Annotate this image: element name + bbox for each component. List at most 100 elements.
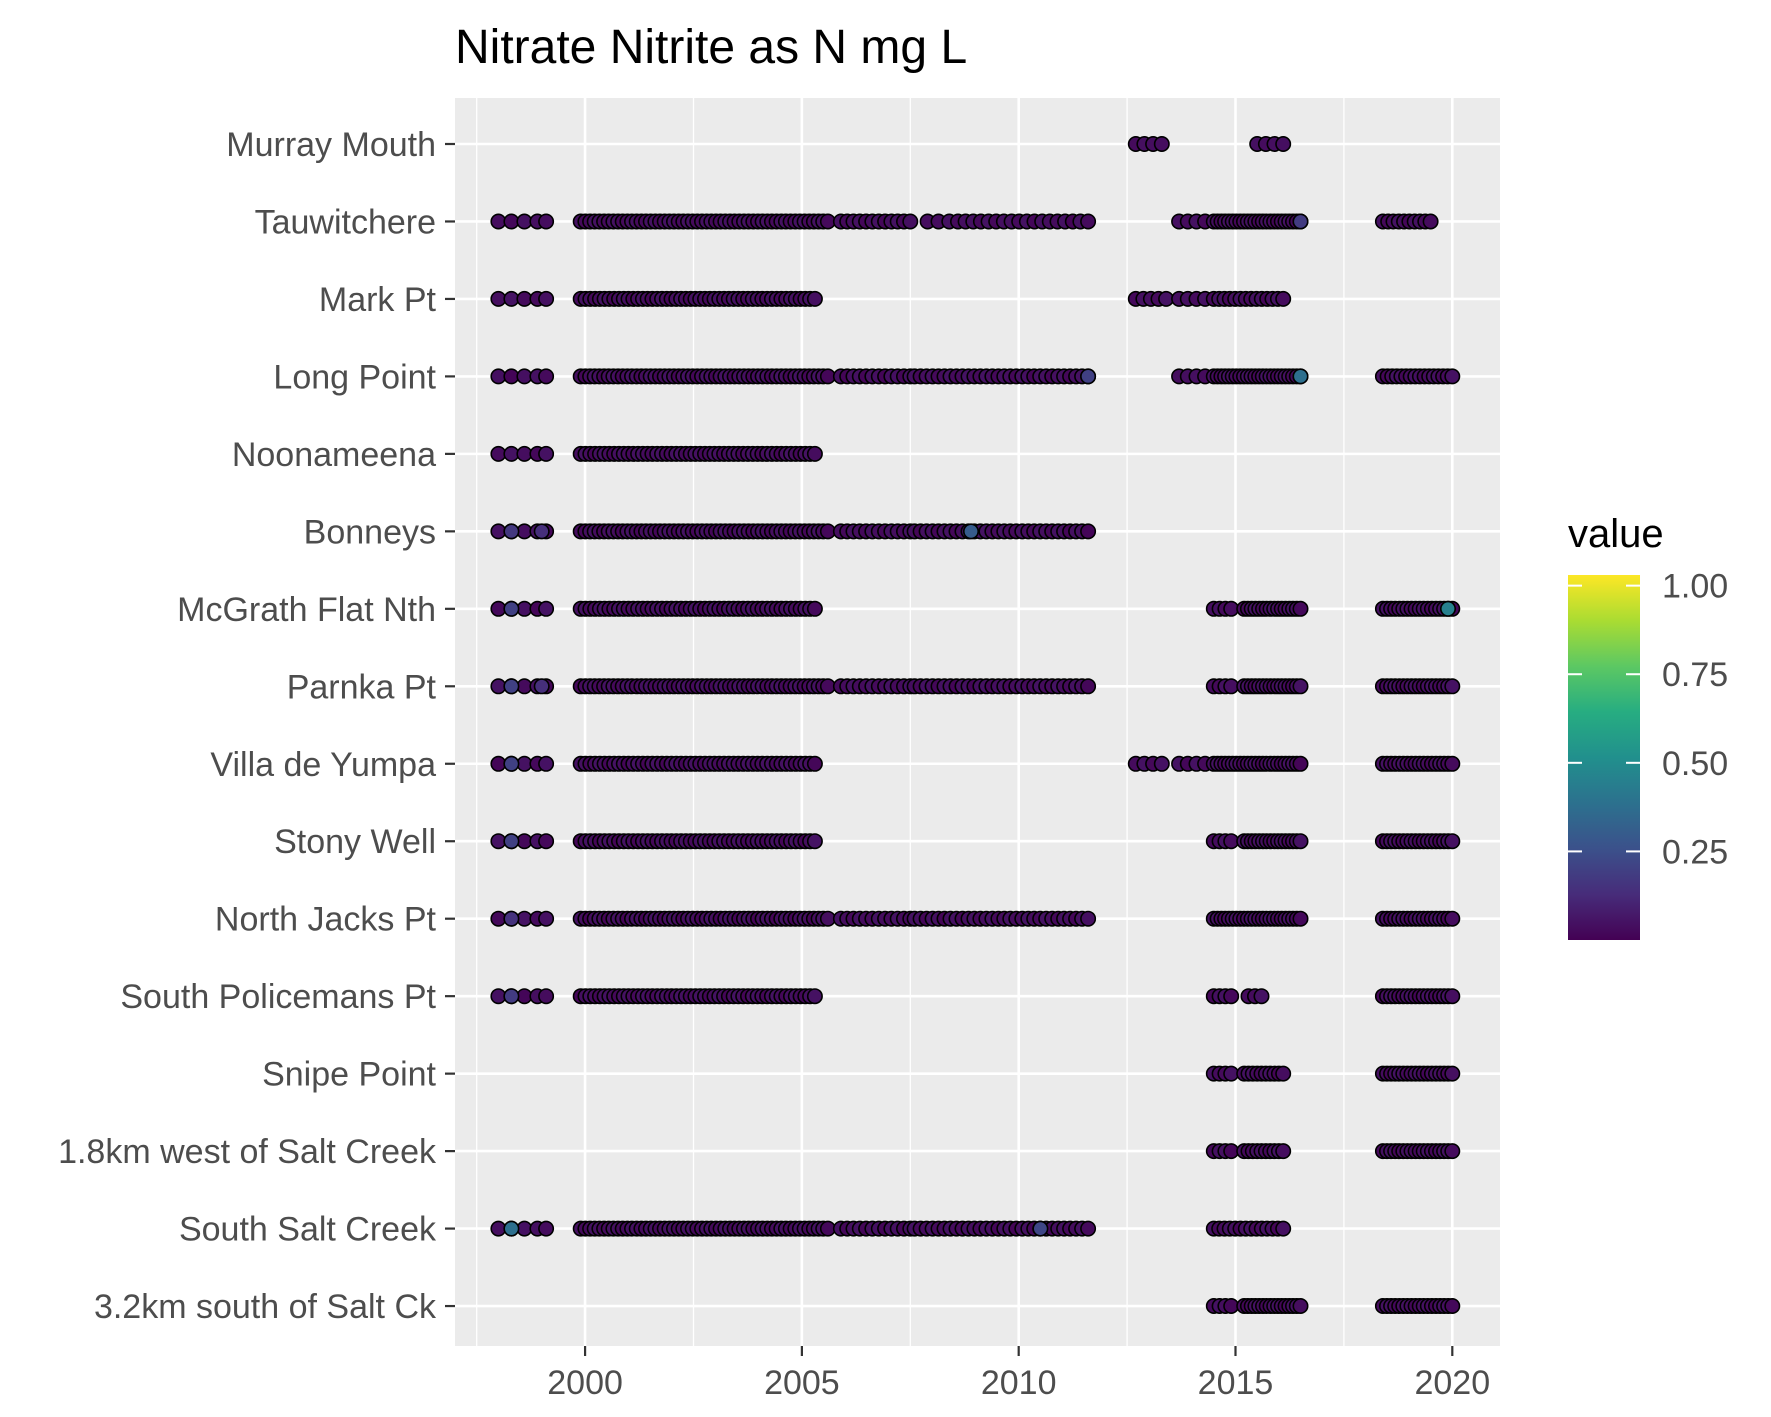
data-point	[1422, 213, 1439, 230]
y-tick-label: Bonneys	[304, 513, 436, 551]
data-point	[1292, 910, 1309, 927]
data-point	[533, 523, 550, 540]
y-tick-label: Parnka Pt	[287, 668, 437, 706]
data-point	[503, 833, 520, 850]
data-point	[1292, 678, 1309, 695]
data-point	[806, 755, 823, 772]
y-tick-label: McGrath Flat Nth	[177, 591, 436, 629]
data-point	[962, 523, 979, 540]
y-tick-label: North Jacks Pt	[215, 901, 437, 939]
legend-tick-label: 0.25	[1662, 833, 1728, 871]
data-point	[806, 290, 823, 307]
y-tick-label: South Policemans Pt	[120, 978, 436, 1016]
x-tick-label: 2005	[764, 1364, 840, 1402]
data-point	[1444, 1143, 1461, 1160]
x-tick-label: 2000	[547, 1364, 623, 1402]
data-point	[538, 290, 555, 307]
data-point	[1292, 600, 1309, 617]
y-tick-label: Stony Well	[274, 823, 436, 861]
legend-title: value	[1568, 512, 1664, 556]
data-point	[1253, 988, 1270, 1005]
data-point	[1275, 290, 1292, 307]
data-point	[1275, 1143, 1292, 1160]
x-axis-labels: 2000 2005 2010 2015 2020	[547, 1346, 1490, 1402]
data-point	[1292, 755, 1309, 772]
y-tick-label: Mark Pt	[319, 281, 437, 319]
data-point	[806, 833, 823, 850]
data-point	[1275, 136, 1292, 153]
y-tick-label: 1.8km west of Salt Creek	[58, 1133, 437, 1171]
x-tick-label: 2015	[1198, 1364, 1274, 1402]
data-point	[1153, 136, 1170, 153]
data-point	[538, 368, 555, 385]
legend-tick-label: 1.00	[1662, 568, 1728, 606]
data-point	[1080, 678, 1097, 695]
data-point	[1444, 1298, 1461, 1315]
data-point	[806, 988, 823, 1005]
legend-tick-label: 0.50	[1662, 745, 1728, 783]
data-point	[1444, 678, 1461, 695]
data-point	[503, 1220, 520, 1237]
data-point	[503, 988, 520, 1005]
y-tick-label: Villa de Yumpa	[210, 746, 436, 784]
data-point	[538, 988, 555, 1005]
data-point	[806, 600, 823, 617]
data-point	[1292, 1298, 1309, 1315]
y-tick-label: Noonameena	[232, 436, 436, 474]
legend-colorbar	[1568, 575, 1640, 940]
y-tick-label: South Salt Creek	[179, 1211, 437, 1249]
data-point	[806, 445, 823, 462]
data-point	[538, 1220, 555, 1237]
data-point	[1292, 368, 1309, 385]
data-point	[1153, 755, 1170, 772]
data-points	[490, 136, 1461, 1315]
y-tick-label: Snipe Point	[262, 1056, 436, 1094]
data-point	[1444, 910, 1461, 927]
data-point	[1292, 213, 1309, 230]
legend-ticks: 0.25 0.50 0.75 1.00	[1568, 568, 1728, 871]
panel-background	[455, 98, 1500, 1346]
data-point	[538, 755, 555, 772]
legend-tick-label: 0.75	[1662, 656, 1728, 694]
x-tick-label: 2010	[981, 1364, 1057, 1402]
data-point	[1223, 988, 1240, 1005]
data-point	[1032, 1220, 1049, 1237]
data-point	[1080, 368, 1097, 385]
data-point	[1080, 523, 1097, 540]
data-point	[1444, 755, 1461, 772]
data-point	[1080, 1220, 1097, 1237]
data-point	[1080, 213, 1097, 230]
y-axis-labels: Murray Mouth Tauwitchere Mark Pt Long Point…	[58, 126, 455, 1326]
data-point	[1444, 988, 1461, 1005]
data-point	[1444, 368, 1461, 385]
data-point	[1444, 1065, 1461, 1082]
data-point	[503, 600, 520, 617]
data-point	[538, 910, 555, 927]
data-point	[1444, 833, 1461, 850]
data-point	[902, 213, 919, 230]
x-tick-label: 2020	[1414, 1364, 1490, 1402]
data-point	[538, 833, 555, 850]
data-point	[503, 523, 520, 540]
legend: value 0.25 0.50 0.75 1.00	[1568, 512, 1728, 940]
colorbar-gradient	[1568, 575, 1640, 940]
data-point	[1292, 833, 1309, 850]
data-point	[1275, 1220, 1292, 1237]
data-point	[1275, 1065, 1292, 1082]
plot-panel	[455, 98, 1500, 1346]
y-tick-label: Murray Mouth	[226, 126, 436, 164]
data-point	[538, 213, 555, 230]
data-point	[538, 600, 555, 617]
data-point	[533, 678, 550, 695]
data-point	[1080, 910, 1097, 927]
y-tick-label: 3.2km south of Salt Ck	[94, 1288, 437, 1326]
data-point	[538, 445, 555, 462]
data-point	[503, 755, 520, 772]
y-tick-label: Tauwitchere	[255, 203, 436, 241]
chart-title: Nitrate Nitrite as N mg L	[455, 21, 967, 74]
data-point	[503, 678, 520, 695]
y-tick-label: Long Point	[273, 358, 436, 396]
data-point	[503, 910, 520, 927]
data-point	[1440, 600, 1457, 617]
